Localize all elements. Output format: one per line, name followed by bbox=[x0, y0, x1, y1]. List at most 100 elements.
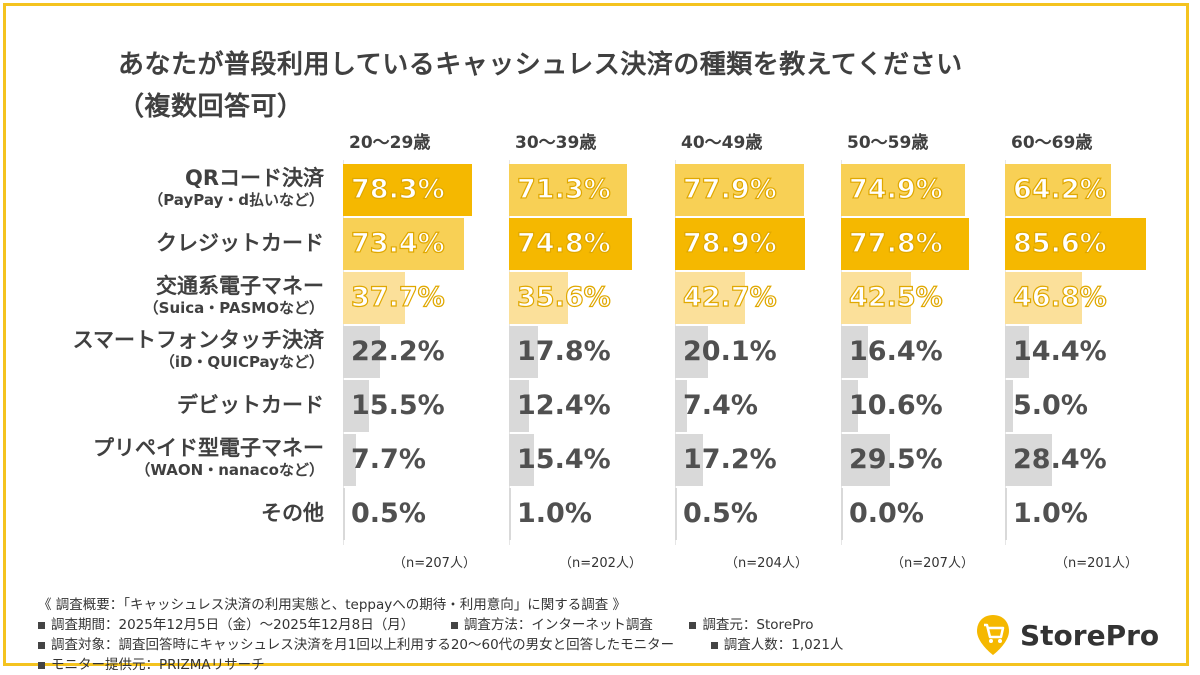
bar-value-label: 85.6% bbox=[1012, 227, 1107, 259]
bar-value-label: 78.3% bbox=[350, 173, 445, 205]
column-header: 50〜59歳 bbox=[847, 133, 929, 153]
row-label-sub: （iD・QUICPayなど） bbox=[159, 353, 324, 371]
logo-text: StorePro bbox=[1020, 619, 1160, 652]
bullet-icon bbox=[38, 661, 45, 669]
bar bbox=[841, 164, 965, 216]
row-label-main: プリペイド型電子マネー bbox=[93, 436, 324, 460]
row-label: クレジットカード bbox=[156, 231, 324, 255]
bar-value-label: 77.8% bbox=[848, 227, 943, 259]
bar bbox=[1005, 272, 1083, 324]
bar-value-label: 17.2% bbox=[683, 444, 777, 475]
bar-value-label: 74.8% bbox=[516, 227, 611, 259]
bar-value-label: 15.5% bbox=[351, 390, 445, 421]
bar bbox=[675, 164, 804, 216]
bar-value-label: 37.7% bbox=[350, 281, 445, 313]
bar bbox=[1005, 434, 1052, 486]
chart-subtitle: （複数回答可） bbox=[118, 92, 304, 122]
bar-value-label: 5.0% bbox=[1013, 390, 1088, 421]
row-label-main: その他 bbox=[261, 501, 324, 525]
footer-row-1: 調査期間：2025年12月5日（金）〜2025年12月8日（月） 調査方法：イン… bbox=[38, 613, 814, 633]
bar bbox=[675, 272, 746, 324]
row-label-main: スマートフォンタッチ決済 bbox=[72, 328, 324, 352]
bar bbox=[343, 272, 406, 324]
bar bbox=[1005, 488, 1007, 540]
sample-size-label: （n=207人） bbox=[393, 556, 476, 571]
bar-value-label: 12.4% bbox=[517, 390, 611, 421]
bar-value-label: 42.7% bbox=[682, 281, 777, 313]
bar bbox=[675, 218, 806, 270]
bar-value-label: 77.9% bbox=[682, 173, 777, 205]
shopping-cart-icon bbox=[977, 615, 1009, 655]
bar bbox=[675, 326, 709, 378]
bar-value-label: 16.4% bbox=[849, 336, 943, 367]
storepro-logo bbox=[977, 615, 1009, 655]
row-label: QRコード決済 （PayPay・d払いなど） bbox=[148, 166, 324, 210]
bar bbox=[841, 218, 970, 270]
bar-value-label: 0.5% bbox=[683, 498, 758, 529]
footer-source: 調査元：StorePro bbox=[702, 617, 814, 633]
bar bbox=[841, 434, 890, 486]
bar bbox=[509, 218, 633, 270]
footer-summary: 《 調査概要：「キャッシュレス決済の利用実態と、teppayへの期待・利用意向」… bbox=[38, 597, 627, 613]
bar bbox=[343, 488, 345, 540]
bullet-icon bbox=[38, 641, 45, 649]
bar-value-label: 78.9% bbox=[682, 227, 777, 259]
bar-value-label: 29.5% bbox=[849, 444, 943, 475]
bar-value-label: 71.3% bbox=[516, 173, 611, 205]
sample-size-label: （n=207人） bbox=[891, 556, 974, 571]
bar bbox=[841, 488, 843, 540]
bar-value-label: 15.4% bbox=[517, 444, 611, 475]
bar bbox=[675, 380, 688, 432]
footer-provider: モニター提供元：PRIZMAリサーチ bbox=[51, 657, 265, 673]
frame-border bbox=[3, 3, 1189, 666]
row-label-main: クレジットカード bbox=[156, 231, 324, 255]
row-label-main: 交通系電子マネー bbox=[156, 274, 324, 298]
bar bbox=[343, 434, 356, 486]
bar-value-label: 42.5% bbox=[848, 281, 943, 313]
column-header: 60〜69歳 bbox=[1011, 133, 1093, 153]
bar-value-label: 7.7% bbox=[351, 444, 426, 475]
bar bbox=[343, 380, 369, 432]
bar bbox=[509, 488, 511, 540]
row-label-main: デビットカード bbox=[177, 393, 324, 417]
row-label: その他 bbox=[261, 501, 324, 525]
bar bbox=[675, 434, 704, 486]
bar-value-label: 0.5% bbox=[351, 498, 426, 529]
column-header: 40〜49歳 bbox=[681, 133, 763, 153]
column-header: 20〜29歳 bbox=[349, 133, 431, 153]
bar bbox=[1005, 164, 1111, 216]
bar-value-label: 28.4% bbox=[1013, 444, 1107, 475]
bar bbox=[1005, 380, 1014, 432]
row-label-sub: （PayPay・d払いなど） bbox=[148, 191, 324, 209]
sample-size-label: （n=201人） bbox=[1055, 556, 1138, 571]
sample-size-label: （n=204人） bbox=[725, 556, 808, 571]
bar-value-label: 10.6% bbox=[849, 390, 943, 421]
chart-title: あなたが普段利用しているキャッシュレス決済の種類を教えてください bbox=[118, 50, 963, 80]
row-label-sub: （Suica・PASMOなど） bbox=[143, 299, 324, 317]
bar-value-label: 7.4% bbox=[683, 390, 758, 421]
sample-size-label: （n=202人） bbox=[559, 556, 642, 571]
bar-value-label: 74.9% bbox=[848, 173, 943, 205]
bar bbox=[509, 164, 627, 216]
bar-value-label: 35.6% bbox=[516, 281, 611, 313]
bar bbox=[343, 218, 465, 270]
bar bbox=[841, 272, 912, 324]
bar bbox=[509, 434, 535, 486]
row-label-sub: （WAON・nanacoなど） bbox=[135, 461, 324, 479]
bar bbox=[343, 326, 380, 378]
bar bbox=[1005, 326, 1029, 378]
bar-value-label: 14.4% bbox=[1013, 336, 1107, 367]
bar-value-label: 17.8% bbox=[517, 336, 611, 367]
bullet-icon bbox=[710, 641, 718, 649]
bar bbox=[509, 380, 530, 432]
bar bbox=[509, 326, 539, 378]
row-label: 交通系電子マネー （Suica・PASMOなど） bbox=[144, 274, 324, 318]
footer-row-2: 調査対象：調査回答時にキャッシュレス決済を月1回以上利用する20〜60代の男女と… bbox=[38, 633, 843, 653]
bar-value-label: 73.4% bbox=[350, 227, 445, 259]
footer-row-3: モニター提供元：PRIZMAリサーチ bbox=[38, 653, 265, 673]
footer-target: 調査対象：調査回答時にキャッシュレス決済を月1回以上利用する20〜60代の男女と… bbox=[51, 637, 675, 653]
footer-count: 調査人数：1,021人 bbox=[723, 637, 844, 653]
bar-value-label: 1.0% bbox=[517, 498, 592, 529]
footer-method: 調査方法：インターネット調査 bbox=[463, 617, 653, 633]
row-label: プリペイド型電子マネー （WAON・nanacoなど） bbox=[93, 436, 324, 480]
